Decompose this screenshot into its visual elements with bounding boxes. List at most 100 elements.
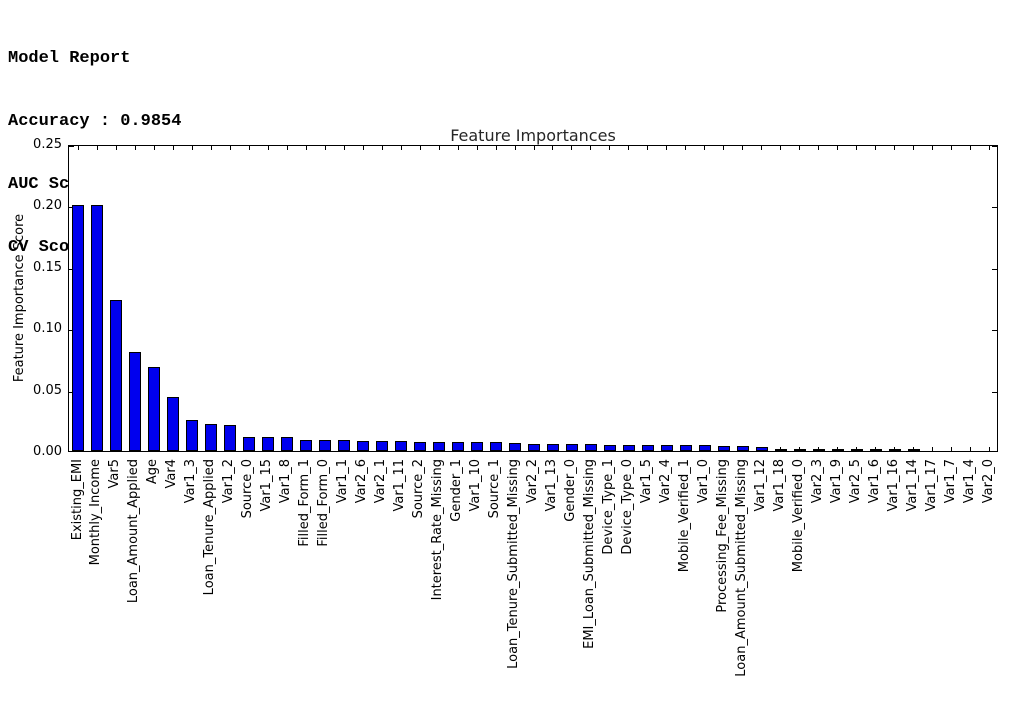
x-tick-label: Var1_14 (904, 459, 920, 512)
x-tick-label: Var1_16 (885, 459, 901, 512)
x-tick-mark (400, 146, 402, 150)
bar (717, 446, 730, 451)
x-tick-label: Var2_5 (847, 459, 863, 504)
bar (243, 437, 256, 451)
bar (755, 447, 768, 451)
y-tick-mark (992, 146, 997, 147)
feature-importances-chart: Feature Importances Feature Importance S… (0, 123, 1024, 705)
x-tick-label: Processing_Fee_Missing (714, 459, 730, 613)
x-tick-mark (932, 447, 934, 451)
y-tick-mark (992, 268, 997, 270)
x-tick-label: EMI_Loan_Submitted_Missing (581, 459, 597, 649)
x-tick-label: Device_Type_0 (619, 459, 635, 555)
x-tick-mark (799, 146, 801, 150)
x-tick-mark (77, 146, 79, 150)
bar (186, 420, 199, 451)
x-tick-label: Var1_3 (183, 459, 199, 504)
x-tick-label: Interest_Rate_Missing (430, 459, 446, 601)
x-tick-mark (476, 146, 478, 150)
bar (452, 442, 465, 451)
bar (736, 446, 749, 451)
x-tick-label: Var1_10 (468, 459, 484, 512)
x-tick-mark (647, 146, 649, 150)
x-tick-mark (837, 146, 839, 150)
x-tick-label: Source_2 (411, 459, 427, 519)
x-tick-mark (96, 146, 98, 150)
bar (831, 449, 844, 451)
bar (641, 445, 654, 451)
bar (110, 300, 123, 451)
bar (584, 444, 597, 451)
x-tick-mark (685, 146, 687, 150)
x-tick-mark (742, 146, 744, 150)
x-tick-mark (514, 146, 516, 150)
x-tick-mark (438, 146, 440, 150)
x-tick-label: Mobile_Verified_1 (676, 459, 692, 573)
x-tick-mark (856, 146, 858, 150)
bar (72, 205, 85, 451)
x-tick-label: Var1_7 (942, 459, 958, 504)
x-tick-mark (134, 146, 136, 150)
bar (812, 449, 825, 451)
bar (319, 440, 332, 451)
x-tick-label: Loan_Tenure_Submitted_Missing (506, 459, 522, 669)
x-tick-label: Source_0 (240, 459, 256, 519)
x-tick-mark (172, 146, 174, 150)
bar (395, 441, 408, 451)
bar (224, 425, 237, 451)
bar (205, 424, 218, 451)
x-tick-mark (210, 146, 212, 150)
x-tick-label: Loan_Amount_Applied (126, 459, 142, 604)
x-tick-label: Var1_0 (695, 459, 711, 504)
x-tick-label: Gender_1 (449, 459, 465, 522)
bar (91, 205, 104, 451)
y-tick-mark (992, 330, 997, 332)
x-tick-label: Var1_6 (866, 459, 882, 504)
x-tick-label: Monthly_Income (88, 459, 104, 566)
x-tick-label: Var2_4 (657, 459, 673, 504)
report-line: Model Report (8, 49, 131, 68)
bar (490, 442, 503, 451)
bar (148, 367, 161, 451)
bar (528, 444, 540, 451)
x-tick-mark (970, 447, 972, 451)
x-tick-mark (970, 146, 972, 150)
x-tick-label: Var2_0 (980, 459, 996, 504)
bar (471, 442, 484, 451)
x-tick-label: Var5 (107, 459, 123, 489)
x-tick-label: Filled_Form_1 (297, 459, 313, 547)
bar (281, 437, 294, 451)
bar (300, 440, 313, 451)
x-tick-mark (590, 146, 592, 150)
bar (698, 445, 711, 451)
y-tick-label: 0.10 (33, 321, 62, 337)
x-tick-label: Var4 (164, 459, 180, 489)
bar (546, 444, 559, 451)
x-tick-mark (780, 146, 782, 150)
x-tick-mark (989, 447, 990, 451)
x-tick-label: Var1_2 (221, 459, 237, 504)
bar (603, 445, 616, 451)
bar (660, 445, 673, 451)
x-tick-mark (305, 146, 307, 150)
bar (565, 444, 578, 451)
y-tick-mark (69, 330, 74, 332)
x-tick-label: Var1_4 (961, 459, 977, 504)
x-tick-label: Var2_6 (354, 459, 370, 504)
y-tick-mark (69, 451, 74, 452)
x-tick-mark (343, 146, 345, 150)
x-tick-label: Var1_12 (752, 459, 768, 512)
y-tick-label: 0.25 (33, 137, 62, 152)
x-tick-mark (761, 146, 763, 150)
bar (850, 449, 863, 451)
x-tick-mark (704, 146, 706, 150)
x-tick-mark (628, 146, 630, 150)
bar (262, 437, 275, 451)
bar (509, 443, 522, 451)
bar (376, 441, 389, 451)
bar (129, 352, 142, 451)
x-tick-mark (951, 146, 953, 150)
x-tick-mark (818, 146, 820, 150)
x-tick-mark (191, 146, 193, 150)
y-tick-mark (69, 207, 74, 209)
